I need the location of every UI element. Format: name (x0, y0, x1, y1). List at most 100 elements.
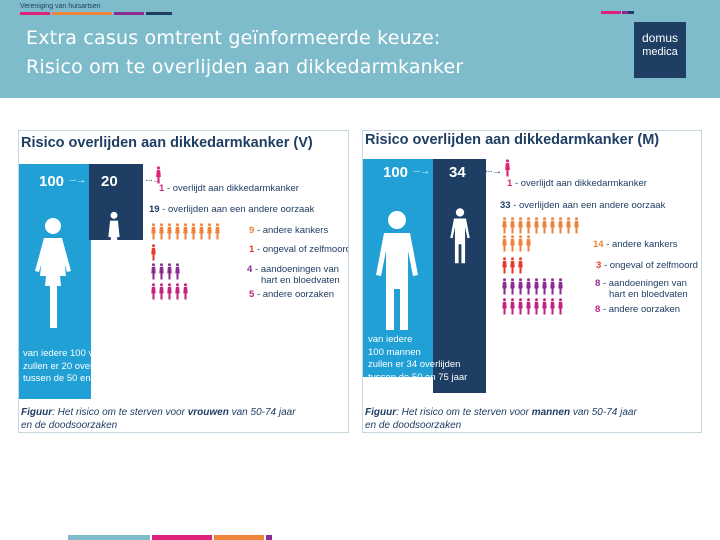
logo-line-1: domus (641, 31, 679, 45)
icons-accident (150, 244, 157, 261)
person-icon (526, 278, 531, 295)
person-icon (215, 223, 220, 240)
row-other-cause: 19 - overlijden aan een andere oorzaak (149, 204, 314, 215)
person-icon (151, 223, 156, 240)
row-num: 14 (593, 239, 604, 250)
caption-bold: vrouwen (187, 407, 229, 418)
person-icon (175, 283, 180, 300)
row-text: - andere kankers (606, 239, 678, 250)
row-other: 5 - andere oorzaken (249, 289, 334, 300)
row-num: 1 (159, 183, 165, 194)
accent-bar (601, 11, 621, 14)
person-icon (191, 223, 196, 240)
person-icon (550, 298, 555, 315)
figure-caption: Figuur: Het risico om te sterven voor vr… (21, 407, 296, 432)
icons-heart (501, 278, 564, 295)
person-icon (526, 298, 531, 315)
person-icon (518, 235, 523, 252)
row-num: 8 (595, 278, 601, 289)
box-text-3: zullen er 34 overlijden (368, 359, 461, 370)
person-icon (558, 298, 563, 315)
org-text: Vereniging van huisartsen (20, 3, 101, 10)
person-icon (502, 217, 507, 234)
arrow-icon: ···→ (485, 166, 502, 177)
woman-small-icon (108, 211, 120, 260)
man-large-icon (376, 211, 418, 330)
person-icon (167, 223, 172, 240)
row-text: - ongeval of zelfmoord (256, 244, 349, 255)
person-icon (566, 217, 571, 234)
man-small-icon (450, 208, 470, 264)
person-icon (167, 263, 172, 280)
row-num: 5 (249, 289, 255, 300)
total-number: 100 (383, 164, 409, 181)
panel-title: Risico overlijden aan dikkedarmkanker (V… (21, 135, 313, 151)
person-icon (534, 298, 539, 315)
row-num: 3 (596, 260, 602, 271)
box-text-1: van iedere (368, 334, 413, 345)
total-number: 100 (39, 173, 65, 190)
row-colorectal: 1 - overlijdt aan dikkedarmkanker (159, 183, 299, 194)
person-icon (502, 257, 507, 274)
arrow-icon: ···→ (413, 166, 430, 177)
infographic-men: Risico overlijden aan dikkedarmkanker (M… (362, 130, 702, 433)
row-text: - andere kankers (256, 225, 329, 236)
accent-bar (622, 11, 628, 14)
deaths-number: 20 (101, 173, 118, 190)
row-num: 33 (500, 200, 511, 211)
person-icon (518, 257, 523, 274)
domus-medica-logo: domus medica (634, 22, 686, 78)
caption-text-end: van 50-74 jaar (570, 407, 637, 418)
title-line-2: Risico om te overlijden aan dikkedarmkan… (26, 56, 464, 78)
person-icon (510, 217, 515, 234)
infographic-women: Risico overlijden aan dikkedarmkanker (V… (18, 130, 349, 433)
person-icon (510, 298, 515, 315)
accent-bar (114, 12, 144, 15)
icons-other (150, 283, 189, 300)
person-icon (175, 223, 180, 240)
accent-bar (20, 12, 50, 15)
icons-cancer (501, 217, 587, 252)
row-text: - overlijden aan een andere oorzaak (162, 204, 315, 215)
row-text: - overlijden aan een andere oorzaak (513, 200, 666, 211)
person-icon (534, 217, 539, 234)
row-heart: 4 - aandoeningen van hart en bloedvaten (247, 264, 340, 286)
row-text: - ongeval of zelfmoord (603, 260, 698, 271)
person-icon (526, 217, 531, 234)
icons-accident (501, 257, 524, 274)
person-icon (159, 263, 164, 280)
person-icon (151, 263, 156, 280)
box-text-2: 100 mannen (368, 346, 421, 358)
person-icon (183, 223, 188, 240)
box-text: van iedere 100 mannen zullen er 34 overl… (368, 334, 467, 384)
person-icon (159, 283, 164, 300)
person-icon (526, 235, 531, 252)
person-icon (502, 235, 507, 252)
woman-large-icon (35, 218, 71, 328)
row-num: 8 (595, 304, 601, 315)
footer-bar (152, 535, 212, 540)
person-icon (167, 283, 172, 300)
box-text-4: tussen de 50 en 75 jaar (368, 371, 468, 383)
row-accident: 3 - ongeval of zelfmoord (596, 260, 698, 271)
row-num: 4 (247, 264, 253, 275)
person-icon (502, 298, 507, 315)
person-icon (542, 217, 547, 234)
person-icon (518, 298, 523, 315)
logo-line-2: medica (642, 46, 678, 58)
row-colorectal: 1 - overlijdt aan dikkedarmkanker (507, 178, 647, 189)
box-text-2: zullen er 20 overlijden (23, 360, 116, 372)
deaths-box (433, 159, 486, 393)
person-icon (502, 278, 507, 295)
person-icon (542, 278, 547, 295)
person-icon (159, 223, 164, 240)
person-icon (518, 278, 523, 295)
row-num: 1 (249, 244, 255, 255)
caption-prefix: Figuur (365, 407, 397, 418)
person-icon (558, 217, 563, 234)
arrow-icon: ···→ (145, 175, 162, 186)
caption-text: : Het risico om te sterven voor (396, 407, 532, 418)
person-icon (550, 278, 555, 295)
icons-heart (150, 263, 181, 280)
